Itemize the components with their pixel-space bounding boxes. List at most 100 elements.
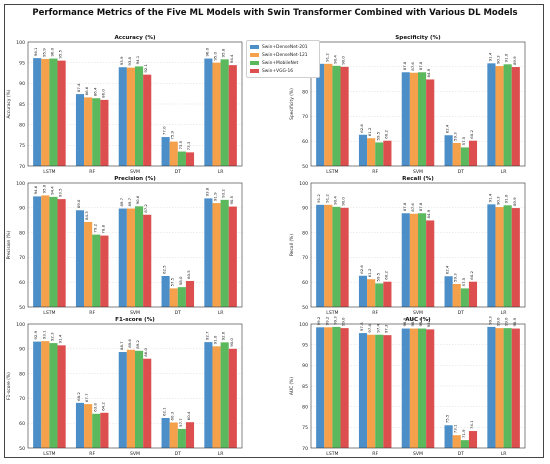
bar-value-label: 97.3: [383, 324, 388, 333]
bar: [383, 335, 392, 448]
x-tick-label: LR: [218, 451, 225, 457]
figure-title: Performance Metrics of the Five ML Model…: [32, 8, 518, 18]
bar-value-label: 90.0: [229, 338, 234, 347]
bar: [41, 195, 50, 307]
bar-value-label: 68.2: [76, 392, 81, 401]
bar: [375, 142, 384, 166]
bar-value-label: 99.3: [487, 316, 492, 325]
bar-value-label: 91.2: [324, 194, 329, 203]
bar: [444, 276, 453, 307]
bar: [367, 138, 376, 166]
bar: [503, 64, 512, 166]
bar-value-label: 67.7: [84, 393, 89, 402]
bar-value-label: 73.5: [178, 140, 183, 149]
y-tick-label: 95: [302, 342, 308, 348]
bar: [118, 208, 127, 307]
x-tick-label: LSTM: [43, 310, 55, 316]
bar: [75, 210, 85, 307]
bar: [49, 196, 58, 307]
bar-value-label: 87.6: [410, 62, 415, 71]
bar-value-label: 62.4: [445, 265, 450, 274]
bar: [358, 134, 368, 166]
y-axis-label: Accuracy (%): [6, 89, 12, 118]
x-tick-label: RF: [89, 310, 95, 316]
x-tick-label: LR: [501, 169, 508, 175]
bar-value-label: 87.2: [143, 204, 148, 213]
bar: [495, 66, 504, 166]
bar: [185, 422, 195, 448]
bar-value-label: 89.9: [512, 197, 517, 206]
bar-value-label: 94.6: [33, 185, 38, 194]
bar-value-label: 60.2: [469, 130, 474, 139]
bar: [220, 342, 229, 448]
bar-value-label: 89.2: [135, 340, 140, 349]
x-tick-label: DT: [458, 451, 465, 457]
y-axis-label: Specificity (%): [289, 88, 295, 120]
x-tick-label: RF: [372, 451, 378, 457]
bar: [340, 66, 349, 166]
bar-value-label: 95.9: [41, 48, 46, 57]
x-tick-label: DT: [175, 169, 182, 175]
bar-value-label: 91.2: [316, 194, 321, 203]
x-tick-label: RF: [89, 169, 95, 175]
bar-value-label: 59.3: [453, 132, 458, 141]
y-tick-label: 70: [302, 114, 308, 120]
bar: [426, 79, 435, 166]
chart-panel: Specificity (%)5060708090100Specificity …: [289, 35, 526, 175]
y-tick-label: 75: [302, 425, 308, 431]
bar-value-label: 61.2: [367, 127, 372, 136]
bar-value-label: 91.4: [58, 334, 63, 343]
bar-value-label: 84.9: [426, 209, 431, 218]
bar-value-label: 57.5: [170, 277, 175, 286]
bar-value-label: 91.0: [213, 335, 218, 344]
legend-label: Swin+MobileNet: [262, 60, 299, 66]
y-axis-label: Precision (%): [6, 230, 12, 259]
bar-value-label: 90.3: [496, 196, 501, 205]
bar-value-label: 89.0: [76, 199, 81, 208]
y-tick-label: 60: [19, 421, 25, 427]
panel-title: Recall (%): [402, 176, 434, 182]
bar: [84, 97, 93, 166]
x-tick-label: DT: [175, 451, 182, 457]
legend: Swin+DenseNet-201 Swin+DenseNet-121 Swin…: [246, 40, 320, 78]
bar: [316, 204, 325, 307]
bar-value-label: 73.3: [186, 141, 191, 150]
x-tick-label: SVM: [413, 310, 423, 316]
bar: [332, 206, 341, 307]
bar-value-label: 59.5: [375, 272, 380, 281]
bar: [460, 288, 469, 307]
bar-value-label: 86.0: [100, 89, 105, 98]
y-tick-label: 80: [19, 371, 25, 377]
y-tick-label: 75: [19, 143, 25, 149]
bar-value-label: 89.7: [119, 197, 124, 206]
bar: [444, 425, 453, 448]
bar: [375, 334, 384, 448]
bar: [143, 74, 152, 166]
bar: [332, 65, 341, 166]
bar: [100, 99, 109, 166]
y-tick-label: 90: [302, 206, 308, 212]
bar-value-label: 99.2: [316, 316, 321, 325]
x-tick-label: LR: [501, 310, 508, 316]
x-tick-label: SVM: [413, 451, 423, 457]
bar: [228, 348, 237, 448]
y-tick-label: 50: [19, 446, 25, 452]
bar-value-label: 87.6: [410, 203, 415, 212]
bar-value-label: 99.3: [332, 316, 337, 325]
bar-value-label: 93.2: [221, 189, 226, 198]
legend-item: Swin+DenseNet-121: [250, 51, 316, 59]
bar-value-label: 79.2: [92, 223, 97, 232]
bar: [409, 72, 418, 166]
bar: [401, 72, 410, 166]
plot-frame: [310, 182, 526, 308]
bar-value-label: 89.9: [512, 56, 517, 65]
bar: [204, 58, 213, 166]
bar: [460, 147, 469, 166]
bar: [316, 327, 325, 448]
legend-item: Swin+VGG-16: [250, 67, 316, 75]
bar-value-label: 92.3: [49, 332, 54, 341]
bar-value-label: 62.4: [445, 124, 450, 133]
bar: [426, 220, 435, 307]
bar-value-label: 99.0: [496, 317, 501, 326]
plot-frame: [310, 323, 526, 449]
